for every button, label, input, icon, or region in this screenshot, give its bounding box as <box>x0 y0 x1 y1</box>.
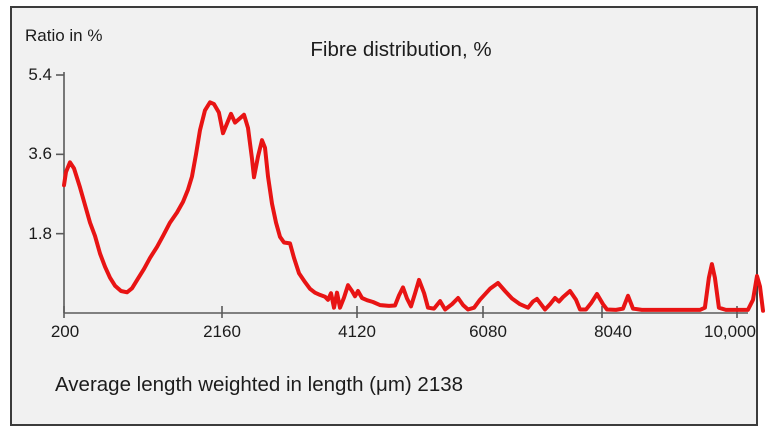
y-axis-label: Ratio in % <box>25 26 103 45</box>
x-tick-label: 4120 <box>338 322 376 341</box>
y-tick-label: 5.4 <box>28 65 52 84</box>
chart-frame <box>10 6 758 426</box>
x-tick-label: 10,000 <box>704 322 756 341</box>
y-tick-label: 3.6 <box>28 144 52 164</box>
x-tick-label: 8040 <box>594 322 632 341</box>
average-length-caption: Average length weighted in length (μm) 2… <box>55 373 464 396</box>
x-tick-label: 6080 <box>469 322 507 341</box>
x-tick-label: 2160 <box>203 322 241 341</box>
fibre-distribution-curve <box>62 100 765 313</box>
axes <box>56 72 748 318</box>
chart-title: Fibre distribution, % <box>310 38 492 61</box>
y-tick-label: 1.8 <box>28 223 52 243</box>
x-tick-label: 200 <box>50 322 80 341</box>
